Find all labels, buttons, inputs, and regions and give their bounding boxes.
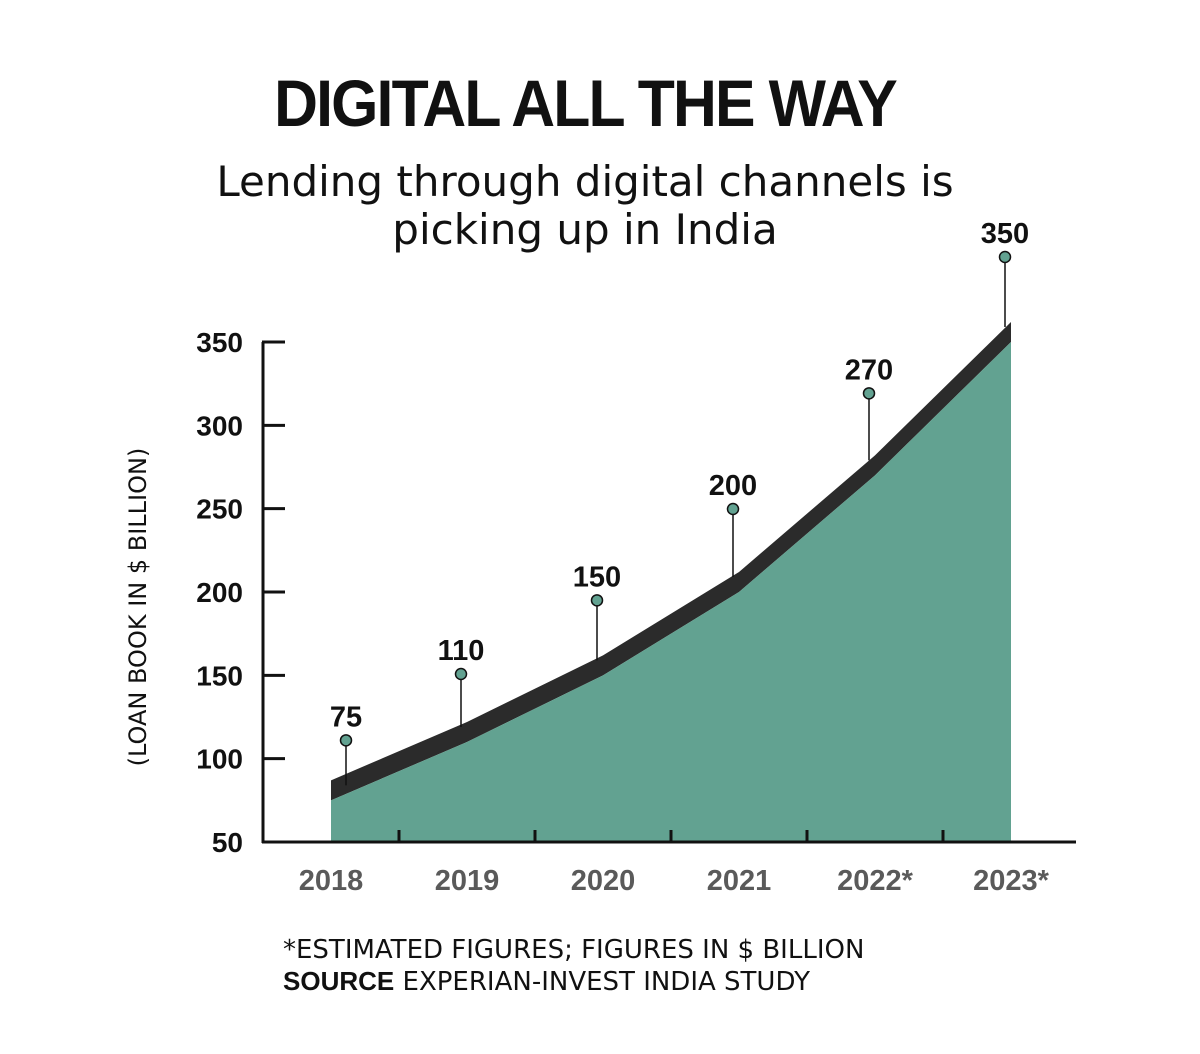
source-text: EXPERIAN-INVEST INDIA STUDY	[394, 967, 810, 997]
y-axis-label: (LOAN BOOK IN $ BILLION)	[124, 448, 152, 767]
source-line: SOURCE EXPERIAN-INVEST INDIA STUDY	[283, 966, 864, 998]
x-tick-label: 2021	[707, 865, 772, 897]
chart-subtitle: Lending through digital channels is pick…	[0, 158, 1170, 254]
y-tick-label: 250	[196, 494, 243, 525]
area-top-band	[331, 322, 1011, 801]
data-value-label: 110	[438, 635, 485, 667]
source-label: SOURCE	[283, 966, 395, 996]
data-point-marker	[862, 387, 876, 400]
subtitle-line-1: Lending through digital channels is	[216, 157, 954, 206]
x-tick-label: 2020	[571, 865, 636, 897]
x-tick-label: 2023*	[973, 865, 1050, 897]
data-point-marker	[590, 594, 604, 607]
data-value-label: 150	[573, 561, 621, 593]
data-value-label: 200	[709, 470, 757, 502]
data-value-label: 75	[330, 701, 362, 733]
x-tick-label: 2022*	[837, 865, 914, 897]
subtitle-line-2: picking up in India	[392, 205, 778, 254]
y-tick-label: 200	[196, 577, 243, 608]
chart-title: DIGITAL ALL THE WAY	[274, 66, 898, 140]
y-tick-label: 100	[196, 744, 243, 775]
data-point-marker	[998, 250, 1012, 264]
data-value-label: 350	[981, 218, 1029, 250]
axes: 50 100 150 200 250 300 350 2018 2019 2020 2021 2022…	[124, 327, 1076, 897]
y-tick-label: 350	[196, 327, 243, 358]
y-tick-label: 150	[196, 660, 243, 691]
x-tick-label: 2019	[435, 865, 500, 897]
y-tick-label: 50	[212, 827, 243, 858]
data-point-marker	[454, 667, 468, 681]
footnote: *ESTIMATED FIGURES; FIGURES IN $ BILLION…	[283, 935, 864, 998]
data-value-label: 270	[845, 354, 893, 386]
plot-area	[331, 322, 1011, 842]
area-fill	[331, 342, 1011, 842]
y-tick-label: 300	[196, 410, 243, 441]
data-point-marker	[726, 502, 740, 516]
data-labels: 75 110 150 200 270 350	[330, 218, 1029, 786]
estimate-note: *ESTIMATED FIGURES; FIGURES IN $ BILLION	[283, 935, 865, 965]
data-point-marker	[339, 734, 353, 747]
x-tick-label: 2018	[299, 865, 364, 897]
